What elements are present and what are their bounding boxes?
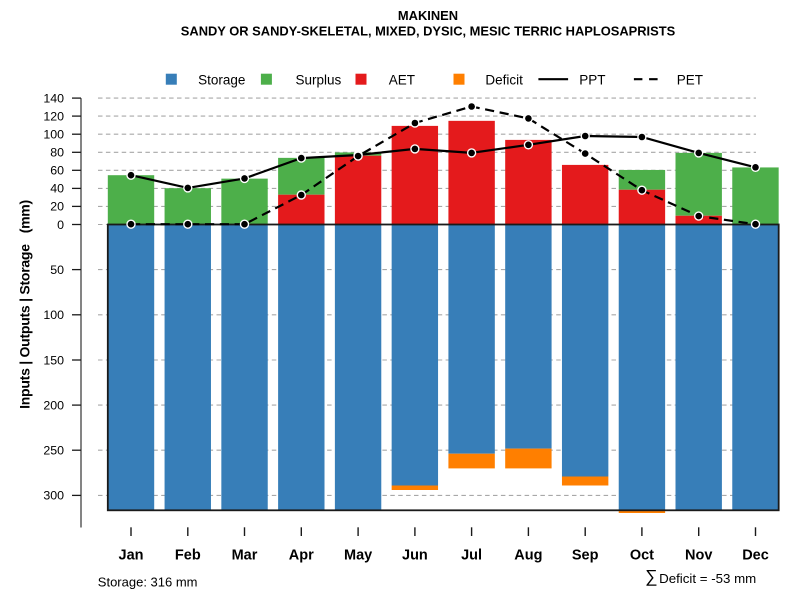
svg-text:PPT: PPT — [579, 73, 605, 88]
svg-text:May: May — [344, 548, 372, 564]
svg-text:Deficit = -53 mm: Deficit = -53 mm — [659, 571, 756, 586]
svg-text:AET: AET — [389, 73, 415, 88]
svg-text:Mar: Mar — [232, 548, 258, 564]
svg-text:Storage: 316 mm: Storage: 316 mm — [98, 575, 198, 590]
svg-text:MAKINEN: MAKINEN — [398, 8, 458, 23]
svg-text:Nov: Nov — [685, 548, 712, 564]
svg-text:Jan: Jan — [119, 548, 144, 564]
svg-text:Feb: Feb — [175, 548, 201, 564]
svg-text:50: 50 — [50, 263, 64, 277]
svg-text:250: 250 — [43, 444, 64, 458]
svg-text:Sep: Sep — [572, 548, 599, 564]
svg-text:60: 60 — [50, 164, 64, 178]
svg-text:300: 300 — [43, 489, 64, 503]
svg-text:0: 0 — [57, 218, 64, 232]
svg-text:100: 100 — [43, 128, 64, 142]
svg-text:Jun: Jun — [402, 548, 428, 564]
svg-text:∑: ∑ — [645, 566, 657, 586]
svg-text:Oct: Oct — [630, 548, 654, 564]
svg-text:140: 140 — [43, 91, 64, 105]
svg-text:Apr: Apr — [289, 548, 314, 564]
svg-text:80: 80 — [50, 146, 64, 160]
svg-text:Jul: Jul — [461, 548, 482, 564]
svg-text:Dec: Dec — [742, 548, 769, 564]
svg-text:200: 200 — [43, 398, 64, 412]
svg-text:120: 120 — [43, 109, 64, 123]
svg-text:20: 20 — [50, 200, 64, 214]
svg-text:40: 40 — [50, 182, 64, 196]
svg-text:150: 150 — [43, 353, 64, 367]
svg-text:Surplus: Surplus — [296, 73, 342, 88]
svg-text:Aug: Aug — [514, 548, 542, 564]
svg-text:Inputs | Outputs | Storage (: Inputs | Outputs | Storage (mm) — [16, 200, 32, 409]
svg-text:SANDY OR SANDY-SKELETAL, MIXED: SANDY OR SANDY-SKELETAL, MIXED, DYSIC, M… — [181, 24, 676, 39]
svg-text:Storage: Storage — [198, 73, 245, 88]
svg-text:100: 100 — [43, 308, 64, 322]
svg-text:Deficit: Deficit — [485, 73, 523, 88]
svg-text:PET: PET — [677, 73, 703, 88]
